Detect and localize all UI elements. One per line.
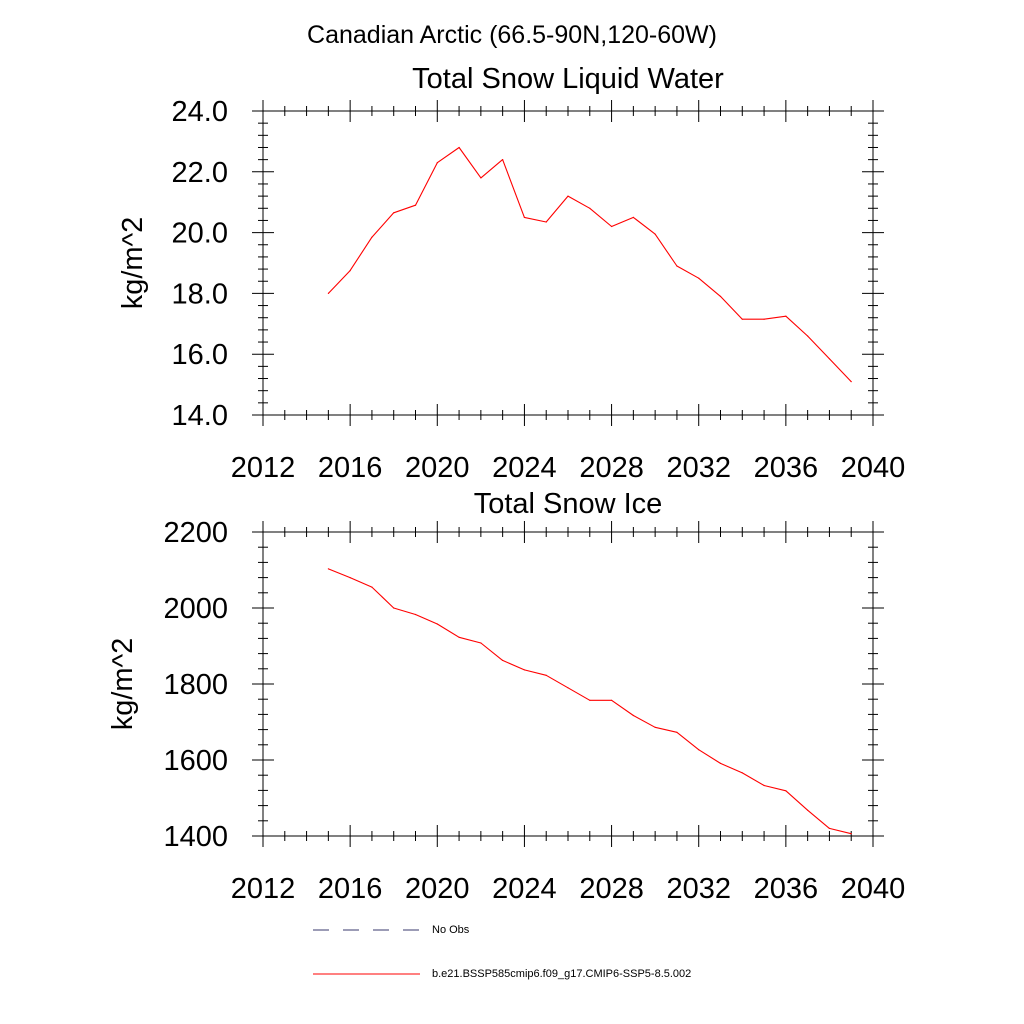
figure-suptitle: Canadian Arctic (66.5-90N,120-60W) <box>307 21 717 49</box>
data-point <box>349 270 351 272</box>
plot-area: 2012 2016 2020 2024 2028 2032 2036 2040 1400 1600… <box>163 517 905 905</box>
y-tick-label: 16.0 <box>172 339 228 371</box>
data-point <box>763 318 765 320</box>
x-tick-label: 2016 <box>318 452 383 484</box>
data-point <box>567 195 569 197</box>
data-point <box>785 790 787 792</box>
data-point <box>545 221 547 223</box>
data-point <box>414 204 417 206</box>
y-tick-label: 18.0 <box>172 278 228 310</box>
data-point <box>393 212 395 214</box>
x-tick-label: 2036 <box>754 452 819 484</box>
data-point <box>741 318 743 320</box>
series-line <box>328 146 852 382</box>
snow-liquid-water-panel: Total Snow Liquid Water kg/m^2 2012 2016 2… <box>117 63 905 484</box>
legend-label-model: b.e21.BSSP585cmip6.f09_g17.CMIP6-SSP5-8.… <box>432 968 691 980</box>
data-point <box>436 623 438 625</box>
y-axis-label: kg/m^2 <box>107 638 139 731</box>
y-tick-label: 2200 <box>163 517 228 549</box>
data-point <box>436 162 438 164</box>
y-tick-label: 1400 <box>163 821 228 853</box>
data-point <box>632 216 635 218</box>
data-point <box>741 772 743 774</box>
data-point <box>719 762 722 765</box>
y-tick-label: 1600 <box>163 745 228 777</box>
data-point <box>567 687 569 689</box>
data-point <box>480 177 482 179</box>
data-point <box>611 699 613 701</box>
data-point <box>676 731 678 733</box>
y-tick-label: 20.0 <box>172 218 228 250</box>
panel-title: Total Snow Liquid Water <box>412 63 724 95</box>
data-point <box>698 749 700 751</box>
data-point <box>327 292 329 294</box>
data-point <box>414 613 417 616</box>
x-tick-label: 2028 <box>579 452 644 484</box>
data-point <box>850 833 852 835</box>
x-tick-label: 2024 <box>492 452 557 484</box>
data-point <box>523 216 526 218</box>
plot-area: 2012 2016 2020 2024 2028 2032 2036 2040 14.0 16.0… <box>172 96 906 484</box>
data-point <box>349 577 351 579</box>
data-point <box>632 714 635 717</box>
data-point <box>502 659 504 662</box>
x-tick-label: 2012 <box>231 452 296 484</box>
data-point <box>654 233 656 235</box>
panel-title: Total Snow Ice <box>474 488 663 520</box>
x-tick-label: 2012 <box>231 873 296 905</box>
data-point <box>611 225 613 228</box>
data-point <box>327 568 329 570</box>
data-point <box>676 265 678 267</box>
data-point <box>523 669 526 671</box>
data-point <box>654 726 656 728</box>
data-point <box>763 784 765 787</box>
legend-label-no-obs: No Obs <box>432 924 470 936</box>
y-tick-label: 14.0 <box>172 400 228 432</box>
data-point <box>785 315 787 317</box>
x-tick-label: 2020 <box>405 452 470 484</box>
y-tick-label: 2000 <box>163 593 228 625</box>
data-point <box>502 159 504 161</box>
x-tick-label: 2040 <box>841 873 906 905</box>
data-point <box>850 381 852 383</box>
data-point <box>807 335 809 337</box>
plot-frame <box>262 531 874 837</box>
data-point <box>458 636 460 638</box>
series-line <box>328 568 852 835</box>
x-tick-label: 2032 <box>666 452 731 484</box>
x-tick-label: 2040 <box>841 452 906 484</box>
x-tick-label: 2020 <box>405 873 470 905</box>
data-point <box>698 277 700 279</box>
data-point <box>589 699 591 701</box>
data-point <box>371 586 373 588</box>
data-point <box>828 358 831 360</box>
data-point <box>807 809 809 811</box>
data-point <box>458 146 460 149</box>
legend: No Obs b.e21.BSSP585cmip6.f09_g17.CMIP6-… <box>313 924 691 980</box>
y-tick-label: 24.0 <box>172 96 228 128</box>
y-tick-label: 1800 <box>163 669 228 701</box>
snow-ice-panel: Total Snow Ice kg/m^2 2012 2016 2020 2024 20… <box>107 488 905 905</box>
y-axis-label: kg/m^2 <box>117 217 149 310</box>
x-tick-label: 2032 <box>666 873 731 905</box>
data-point <box>393 607 395 609</box>
data-point <box>545 674 547 676</box>
data-point <box>719 295 722 297</box>
x-tick-label: 2016 <box>318 873 383 905</box>
x-tick-label: 2036 <box>754 873 819 905</box>
data-point <box>828 827 831 830</box>
data-point <box>480 642 482 644</box>
data-point <box>371 236 373 238</box>
data-point <box>589 207 591 209</box>
x-tick-label: 2024 <box>492 873 557 905</box>
y-tick-label: 22.0 <box>172 157 228 189</box>
x-tick-label: 2028 <box>579 873 644 905</box>
